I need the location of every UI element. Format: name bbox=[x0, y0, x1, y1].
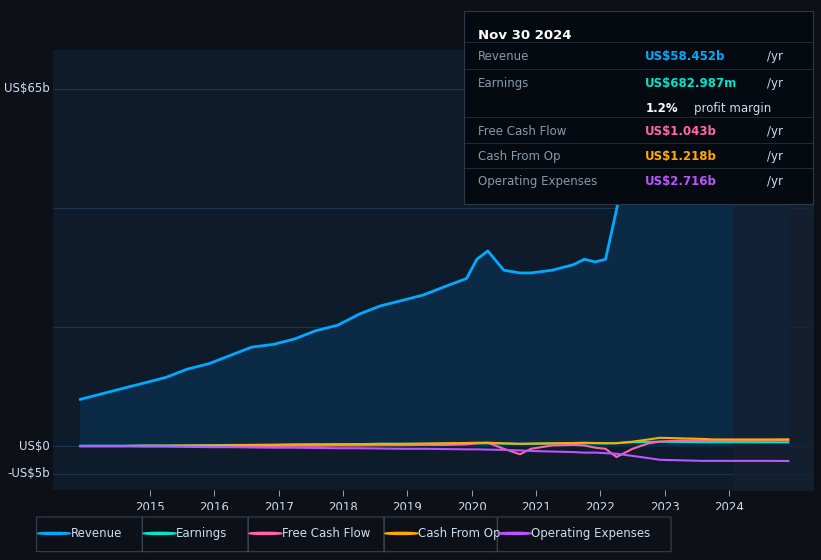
Text: US$0: US$0 bbox=[19, 440, 49, 452]
Text: /yr: /yr bbox=[768, 175, 783, 188]
Circle shape bbox=[38, 533, 71, 534]
Circle shape bbox=[143, 533, 177, 534]
Text: US$58.452b: US$58.452b bbox=[645, 50, 726, 63]
Text: Cash From Op: Cash From Op bbox=[478, 150, 560, 164]
Text: US$682.987m: US$682.987m bbox=[645, 77, 737, 90]
Text: US$1.043b: US$1.043b bbox=[645, 125, 718, 138]
Text: Earnings: Earnings bbox=[478, 77, 530, 90]
Text: Free Cash Flow: Free Cash Flow bbox=[282, 527, 370, 540]
Text: Earnings: Earnings bbox=[177, 527, 227, 540]
Circle shape bbox=[498, 533, 531, 534]
Circle shape bbox=[249, 533, 282, 534]
Text: Free Cash Flow: Free Cash Flow bbox=[478, 125, 566, 138]
Text: US$2.716b: US$2.716b bbox=[645, 175, 718, 188]
Text: Revenue: Revenue bbox=[478, 50, 530, 63]
Text: /yr: /yr bbox=[768, 50, 783, 63]
Text: /yr: /yr bbox=[768, 77, 783, 90]
Text: profit margin: profit margin bbox=[695, 102, 772, 115]
Text: Nov 30 2024: Nov 30 2024 bbox=[478, 29, 571, 41]
Text: US$65b: US$65b bbox=[4, 82, 49, 95]
Text: Cash From Op: Cash From Op bbox=[418, 527, 501, 540]
Text: /yr: /yr bbox=[768, 150, 783, 164]
Text: Operating Expenses: Operating Expenses bbox=[478, 175, 597, 188]
Text: 1.2%: 1.2% bbox=[645, 102, 678, 115]
Text: -US$5b: -US$5b bbox=[7, 467, 49, 480]
Text: US$1.218b: US$1.218b bbox=[645, 150, 718, 164]
Text: /yr: /yr bbox=[768, 125, 783, 138]
Text: Operating Expenses: Operating Expenses bbox=[531, 527, 650, 540]
Circle shape bbox=[385, 533, 418, 534]
Text: Revenue: Revenue bbox=[71, 527, 122, 540]
